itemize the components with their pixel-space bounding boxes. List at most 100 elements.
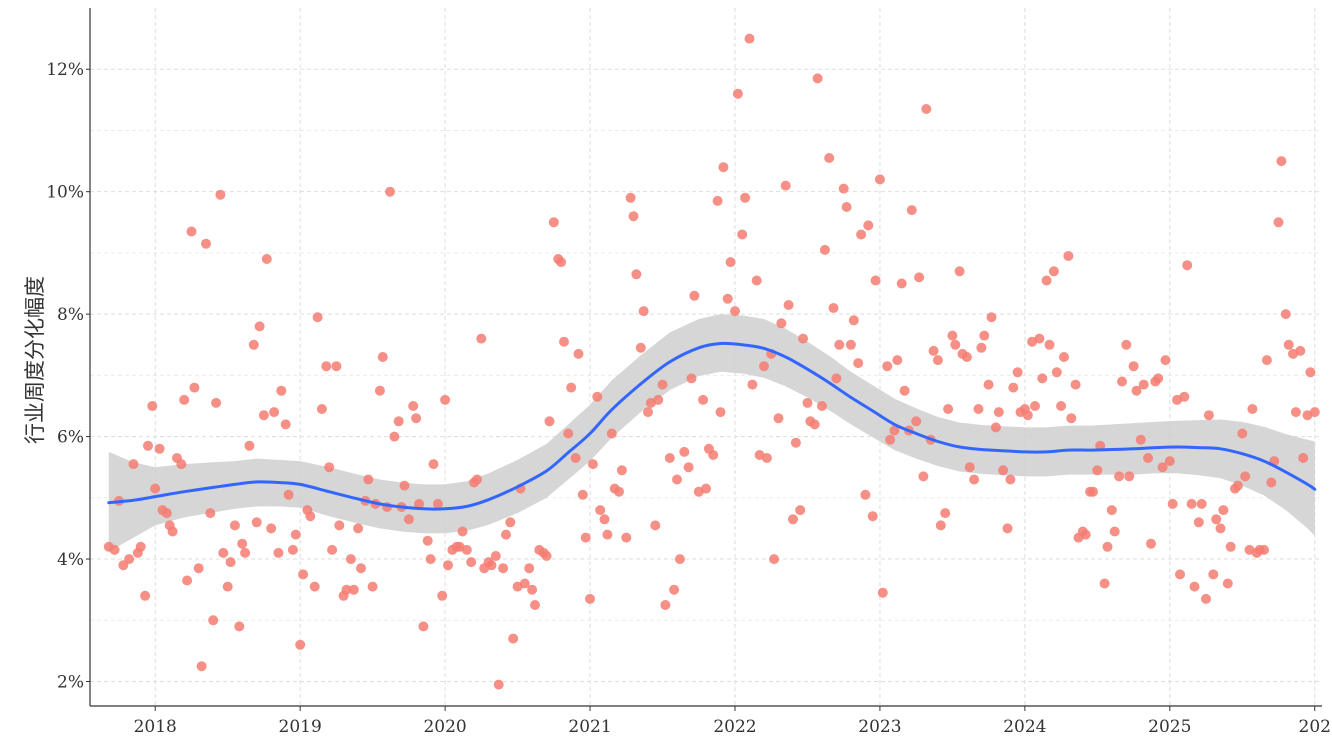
scatter-point [408, 401, 419, 411]
scatter-point [276, 385, 287, 396]
y-tick-label: 8% [57, 305, 84, 325]
scatter-point [686, 373, 697, 384]
scatter-point [1056, 401, 1067, 411]
scatter-point [998, 465, 1009, 476]
x-tick-labels: 2018 2019 2020 2021 2022 2023 2024 2025 202 [134, 717, 1331, 737]
scatter-point [877, 587, 888, 598]
scatter-point [1059, 352, 1069, 362]
scatter-point [248, 339, 259, 350]
scatter-point [788, 514, 798, 525]
scatter-point [845, 339, 856, 350]
scatter-point [715, 407, 726, 418]
scatter-point [1259, 544, 1269, 555]
scatter-point [1114, 471, 1125, 482]
scatter-point [928, 345, 939, 356]
x-tick-label: 2021 [568, 717, 611, 737]
scatter-point [1106, 505, 1117, 516]
scatter-point [698, 394, 709, 405]
scatter-point [1124, 471, 1135, 482]
scatter-point [461, 544, 472, 555]
smooth-line-layer [107, 341, 1317, 511]
scatter-point [1022, 410, 1033, 421]
scatter-point [367, 581, 378, 592]
scatter-point [587, 459, 598, 470]
scatter-point [1290, 407, 1301, 418]
scatter-point [1175, 569, 1185, 580]
scatter-point [899, 385, 910, 396]
scatter-point [790, 437, 801, 448]
scatter-point [983, 379, 994, 390]
scatter-point [498, 563, 509, 574]
scatter-point [940, 508, 951, 519]
scatter-point [422, 535, 433, 546]
scatter-point [254, 321, 265, 332]
scatter-point [602, 529, 613, 540]
scatter-point [428, 459, 439, 470]
scatter-point [273, 547, 284, 558]
scatter-point [950, 339, 961, 350]
y-tick-label: 6% [57, 428, 84, 448]
scatter-point [161, 508, 172, 519]
scatter-point [943, 404, 954, 414]
scatter-point [906, 205, 917, 216]
scatter-point [1201, 593, 1211, 604]
scatter-point [914, 272, 925, 283]
scatter-point [848, 315, 859, 326]
scatter-point [425, 554, 436, 565]
scatter-point [795, 505, 806, 516]
scatter-point [740, 192, 751, 203]
scatter-point [211, 397, 222, 408]
scatter-point [737, 229, 748, 240]
scatter-point [109, 544, 120, 555]
scatter-point [1182, 260, 1193, 271]
scatter-point [853, 358, 864, 369]
scatter-point [954, 266, 965, 277]
y-tick-label: 2% [57, 673, 84, 693]
scatter-point [1196, 498, 1207, 509]
scatter-point [769, 554, 780, 565]
scatter-point [1186, 498, 1197, 509]
scatter-point [283, 489, 294, 500]
scatter-point [266, 523, 277, 534]
scatter-point [672, 474, 682, 485]
scatter-point [1153, 373, 1164, 384]
scatter-point [1222, 578, 1233, 589]
scatter-point [154, 443, 165, 454]
confidence-band [108, 314, 1315, 552]
scatter-point [638, 306, 649, 317]
scatter-point [508, 633, 519, 644]
scatter-point [819, 244, 830, 255]
scatter-point [1063, 251, 1074, 261]
scatter-point [556, 257, 567, 268]
scatter-point [1157, 462, 1168, 473]
scatter-point [472, 474, 482, 485]
scatter-point [628, 211, 639, 222]
scatter-point [147, 401, 158, 411]
scatter-point [585, 593, 595, 604]
scatter-point [1128, 361, 1139, 372]
scatter-point [1117, 376, 1127, 387]
scatter-point [548, 217, 559, 228]
scatter-point [1138, 379, 1149, 390]
scatter-point [356, 563, 366, 574]
scatter-point [140, 590, 151, 601]
scatter-point [674, 554, 685, 565]
scatter-point [631, 269, 642, 280]
scatter-point [182, 575, 193, 586]
scatter-point [377, 352, 388, 362]
scatter-point [1273, 217, 1284, 228]
scatter-point [201, 238, 211, 249]
scatter-point [167, 526, 178, 537]
scatter-point [759, 361, 769, 372]
scatter-point [1276, 156, 1287, 167]
scatter-point [1088, 486, 1098, 497]
scatter-point [935, 520, 946, 531]
scatter-point [1167, 498, 1178, 509]
scatter-point [1215, 523, 1226, 534]
scatter-point [856, 229, 867, 240]
scatter-point [625, 192, 636, 203]
scatter-point [650, 520, 661, 531]
scatter-point [870, 275, 881, 286]
scatter-point [773, 413, 784, 424]
scatter-point [530, 600, 540, 610]
